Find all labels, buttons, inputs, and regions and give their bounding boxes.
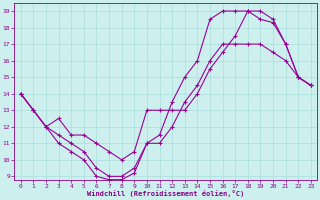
X-axis label: Windchill (Refroidissement éolien,°C): Windchill (Refroidissement éolien,°C) <box>87 190 244 197</box>
